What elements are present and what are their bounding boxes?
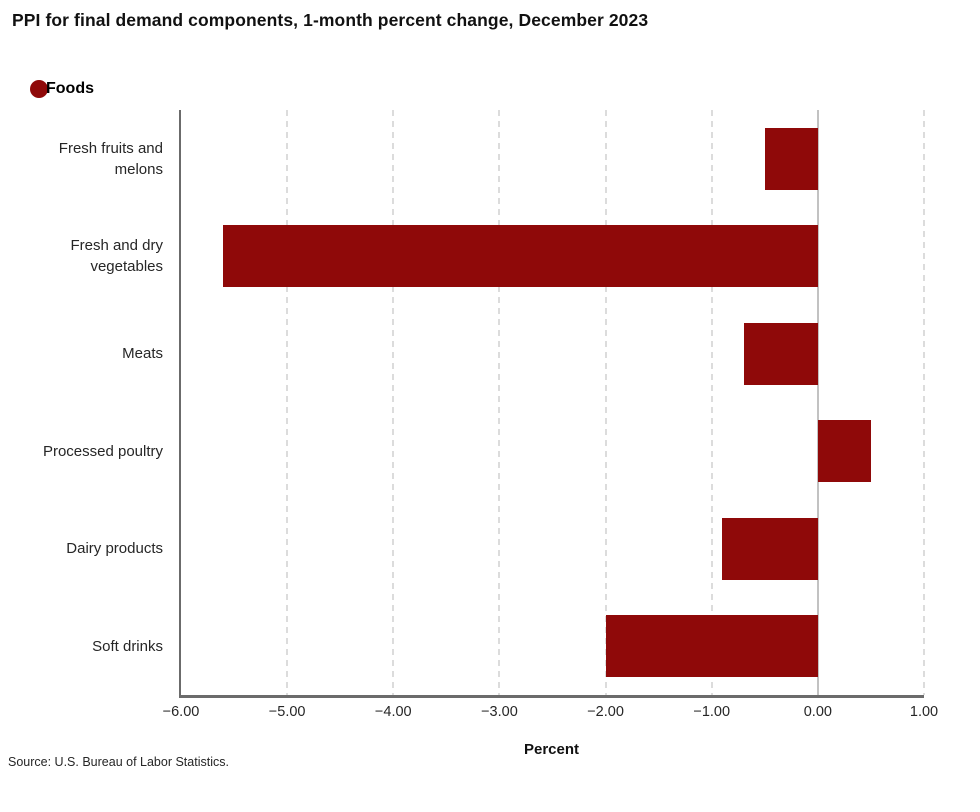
bar-processed-poultry[interactable] <box>817 420 871 483</box>
x-axis-title: Percent <box>523 741 580 758</box>
x-tick-label-neg2: −2.00 <box>587 704 624 720</box>
bar-fresh-and-dry-vegetables[interactable] <box>223 225 818 288</box>
category-label-meats: Meats <box>0 305 163 403</box>
category-label-text: Meats <box>122 345 163 363</box>
legend-marker-circle-icon <box>30 80 48 98</box>
gridline <box>498 110 501 695</box>
gridline <box>604 110 607 695</box>
bar-meats[interactable] <box>743 322 818 385</box>
bar-dairy-products[interactable] <box>722 517 818 580</box>
category-label-text: Dairy products <box>66 540 163 558</box>
source-note: Source: U.S. Bureau of Labor Statistics. <box>8 755 229 769</box>
x-axis: −6.00 −5.00 −4.00 −3.00 −2.00 −1.00 0.00 1.00 <box>163 704 938 726</box>
gridline <box>286 110 289 695</box>
category-label-dairy-products: Dairy products <box>0 500 163 598</box>
legend-item-foods[interactable]: Foods <box>30 80 94 98</box>
x-tick-label-neg3: −3.00 <box>481 704 518 720</box>
gridline <box>710 110 713 695</box>
x-tick-label-neg6: −6.00 <box>162 704 200 720</box>
x-tick-label-neg4: −4.00 <box>374 704 412 720</box>
plot-area <box>179 110 925 698</box>
bar-soft-drinks[interactable] <box>605 615 818 678</box>
category-label-text: Processed poultry <box>42 442 163 460</box>
gridline <box>392 110 395 695</box>
x-tick-label-neg1: −1.00 <box>693 704 731 720</box>
gridline <box>923 110 925 695</box>
category-label-soft-drinks: Soft drinks <box>0 598 163 696</box>
bar-fresh-fruits-and-melons[interactable] <box>764 127 818 190</box>
category-label-fresh-and-dry-vegetables: Fresh and dry vegetables <box>0 208 163 306</box>
zero-line <box>816 110 819 695</box>
category-labels: Fresh fruits and melons Fresh and dry veg… <box>0 110 163 695</box>
category-label-text: Soft drinks <box>92 637 163 655</box>
legend-label: Foods <box>46 80 94 97</box>
x-tick-label-neg5: −5.00 <box>268 704 306 720</box>
x-tick-label-1: 1.00 <box>909 704 939 720</box>
category-label-fresh-fruits-and-melons: Fresh fruits and melons <box>0 110 163 208</box>
category-label-processed-poultry: Processed poultry <box>0 403 163 501</box>
chart-title: PPI for final demand components, 1-month… <box>12 10 649 30</box>
category-label-text: Fresh and dry vegetables <box>70 237 163 276</box>
category-label-text: Fresh fruits and melons <box>58 139 163 178</box>
x-tick-label-0: 0.00 <box>803 704 832 720</box>
